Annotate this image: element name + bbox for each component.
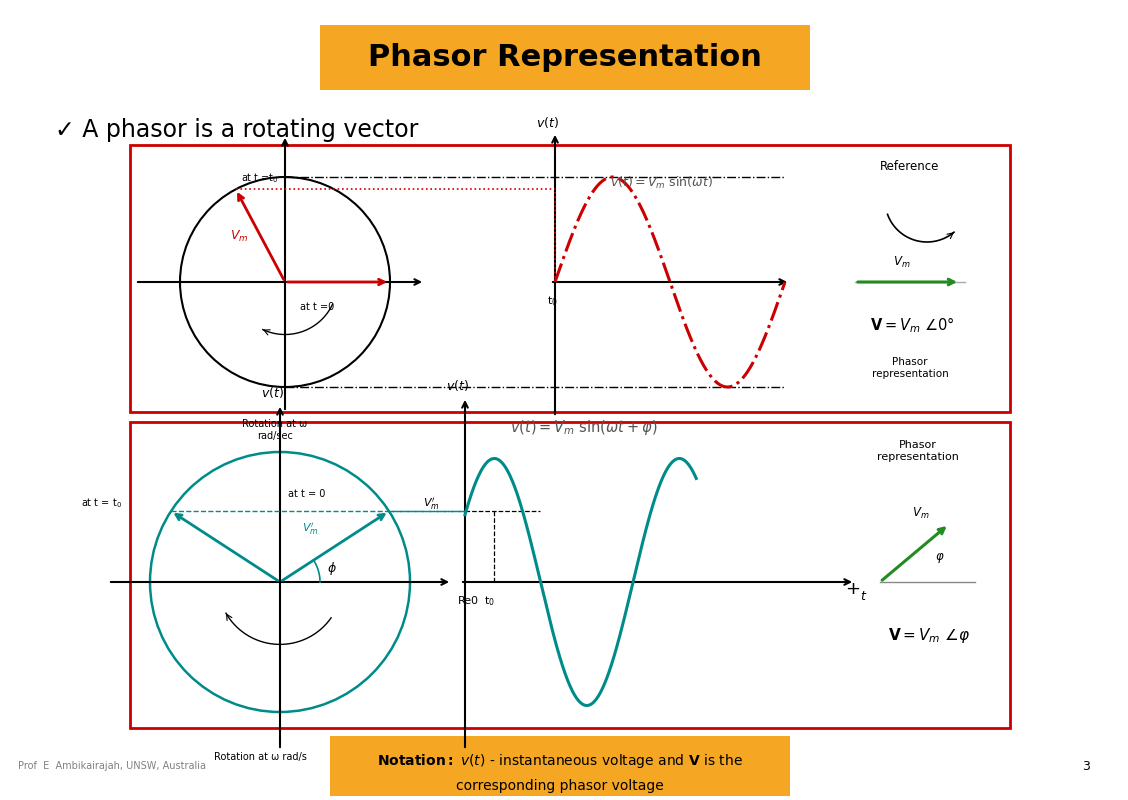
Text: $V_m$: $V_m$ — [230, 229, 248, 244]
Text: $V^\prime_m$: $V^\prime_m$ — [302, 522, 318, 538]
Text: at t =0: at t =0 — [300, 302, 334, 312]
Text: at t = 0: at t = 0 — [288, 489, 325, 499]
Text: $v(t)$: $v(t)$ — [536, 115, 558, 130]
Text: $t$: $t$ — [860, 590, 867, 603]
Text: Prof  E  Ambikairajah, UNSW, Australia: Prof E Ambikairajah, UNSW, Australia — [18, 761, 206, 771]
Text: Phasor
representation: Phasor representation — [872, 358, 949, 379]
Text: Re: Re — [458, 596, 473, 606]
Text: $V_m$: $V_m$ — [893, 255, 910, 270]
Text: +: + — [845, 580, 860, 598]
Text: 3: 3 — [1082, 759, 1090, 773]
Text: $\mathbf{Notation:}$ $v(t)$ - instantaneous voltage and $\mathbf{V}$ is the: $\mathbf{Notation:}$ $v(t)$ - instantane… — [377, 752, 743, 770]
Text: $\mathbf{V} = V_m\ \angle\varphi$: $\mathbf{V} = V_m\ \angle\varphi$ — [888, 626, 970, 645]
Text: $V^\prime_m$: $V^\prime_m$ — [423, 497, 440, 513]
Text: Rotation at ω
rad/sec: Rotation at ω rad/sec — [243, 419, 308, 441]
Text: $\phi$: $\phi$ — [327, 560, 337, 577]
FancyBboxPatch shape — [331, 736, 790, 796]
Text: Phasor Representation: Phasor Representation — [368, 43, 761, 72]
Text: $\varphi$: $\varphi$ — [935, 551, 944, 565]
Text: $v(t) = V_m\ \sin(\omega t)$: $v(t) = V_m\ \sin(\omega t)$ — [610, 175, 713, 191]
Text: Reference: Reference — [880, 160, 940, 173]
Text: at t = t$_0$: at t = t$_0$ — [81, 496, 122, 510]
Text: $\mathbf{V} = V_m\ \angle 0°$: $\mathbf{V} = V_m\ \angle 0°$ — [870, 315, 954, 334]
Text: $v(t) = V_m\ \sin(\omega t + \varphi)$: $v(t) = V_m\ \sin(\omega t + \varphi)$ — [510, 418, 658, 437]
FancyBboxPatch shape — [320, 25, 810, 90]
Text: $V_m$: $V_m$ — [913, 506, 929, 521]
Text: Rotation at ω rad/s: Rotation at ω rad/s — [213, 752, 307, 762]
Text: $v(t)$: $v(t)$ — [261, 385, 283, 400]
Text: ✓ A phasor is a rotating vector: ✓ A phasor is a rotating vector — [55, 118, 418, 142]
Text: t$_0$: t$_0$ — [484, 594, 495, 608]
Text: at t =t$_0$: at t =t$_0$ — [240, 171, 279, 185]
Text: t$_0$: t$_0$ — [547, 294, 558, 308]
Text: corresponding phasor voltage: corresponding phasor voltage — [456, 779, 664, 793]
Text: Phasor
representation: Phasor representation — [878, 440, 959, 462]
FancyBboxPatch shape — [130, 145, 1010, 412]
Text: $v(t)$: $v(t)$ — [446, 378, 468, 393]
Text: 0: 0 — [470, 596, 477, 606]
FancyBboxPatch shape — [130, 422, 1010, 728]
